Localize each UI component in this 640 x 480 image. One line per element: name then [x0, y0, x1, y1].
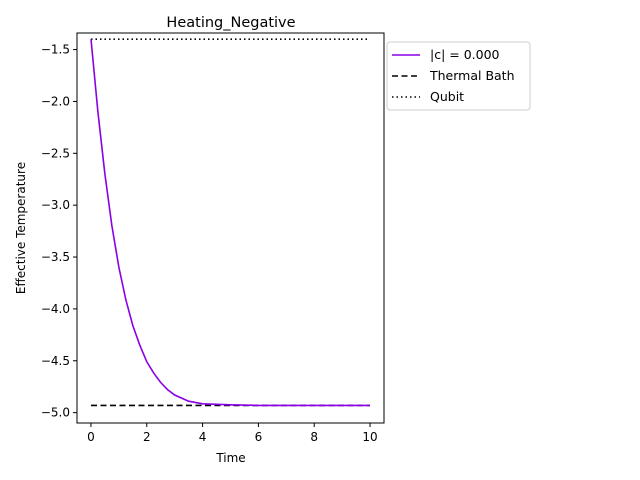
y-tick-label: −3.0	[41, 198, 70, 212]
x-tick-label: 4	[199, 430, 207, 444]
legend-box	[386, 41, 531, 111]
x-axis-label: Time	[215, 451, 245, 465]
plot-area	[77, 33, 384, 423]
y-tick-label: −4.5	[41, 354, 70, 368]
y-axis-label: Effective Temperature	[14, 162, 28, 294]
legend: |c| = 0.000 Thermal Bath Qubit	[386, 41, 531, 111]
x-tick-label: 2	[143, 430, 151, 444]
y-tick-label: −1.5	[41, 43, 70, 57]
legend-label-2: Qubit	[430, 89, 464, 104]
x-tick-label: 0	[87, 430, 95, 444]
plot-frame	[76, 32, 385, 424]
y-tick-label: −2.5	[41, 146, 70, 160]
chart-title: Heating_Negative	[166, 15, 295, 31]
x-tick-label: 6	[255, 430, 263, 444]
series-lines	[90, 38, 370, 407]
legend-label-1: Thermal Bath	[429, 68, 515, 83]
legend-label-0: |c| = 0.000	[430, 47, 500, 62]
y-tick-label: −3.5	[41, 250, 70, 264]
x-tick-label: 8	[310, 430, 318, 444]
x-axis: 0 2 4 6 8 10	[87, 423, 378, 444]
x-tick-label: 10	[362, 430, 377, 444]
y-tick-label: −2.0	[41, 94, 70, 108]
y-tick-label: −5.0	[41, 406, 70, 420]
y-tick-label: −4.0	[41, 302, 70, 316]
y-axis: −1.5 −2.0 −2.5 −3.0 −3.5 −4.0 −4.5 −5.0	[41, 43, 77, 420]
series-line-0	[90, 39, 370, 407]
